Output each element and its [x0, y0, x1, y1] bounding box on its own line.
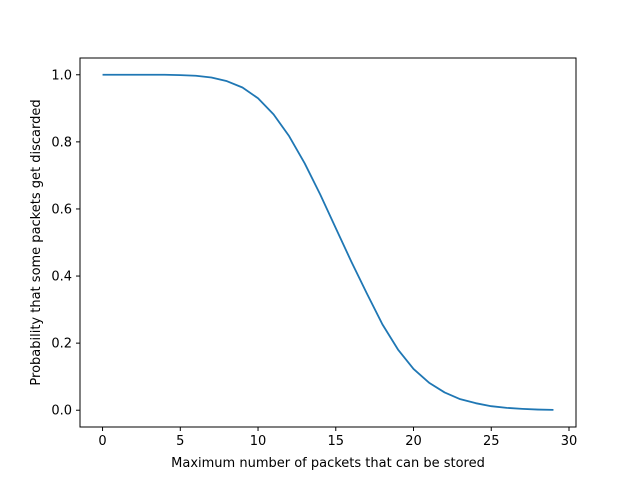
y-tick-label: 1.0 [51, 68, 72, 83]
y-axis-ticks: 0.0 0.2 0.4 0.6 0.8 1.0 [51, 68, 80, 419]
x-tick-label: 0 [98, 434, 106, 449]
y-tick-label: 0.0 [51, 404, 72, 419]
y-tick-label: 0.4 [51, 270, 72, 285]
x-tick-label: 10 [250, 434, 267, 449]
x-tick-label: 30 [561, 434, 578, 449]
x-tick-label: 20 [405, 434, 422, 449]
x-axis-label: Maximum number of packets that can be st… [171, 456, 485, 471]
x-tick-label: 5 [176, 434, 184, 449]
y-tick-label: 0.6 [51, 202, 72, 217]
y-tick-label: 0.8 [51, 135, 72, 150]
x-tick-label: 25 [483, 434, 500, 449]
plot-frame [79, 57, 577, 428]
plot-lines [102, 73, 554, 411]
x-axis-ticks: 0 5 10 15 20 25 30 [98, 427, 577, 449]
y-tick-label: 0.2 [51, 337, 72, 352]
series-line-0 [102, 73, 554, 411]
x-tick-label: 15 [328, 434, 345, 449]
y-axis-label: Probability that some packets get discar… [29, 99, 44, 385]
